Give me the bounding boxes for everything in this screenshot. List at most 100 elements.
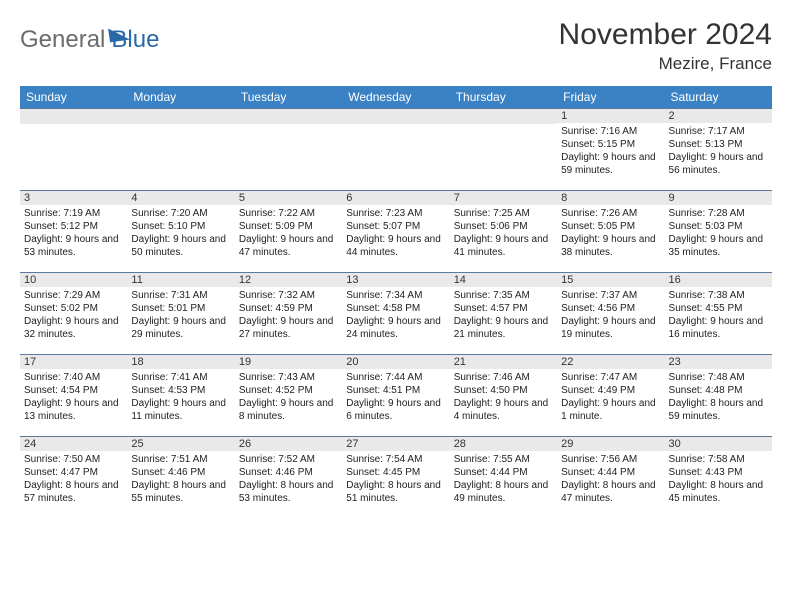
sunset-line: Sunset: 4:59 PM [239,302,338,315]
sunrise-line: Sunrise: 7:17 AM [669,125,768,138]
calendar-cell: 24Sunrise: 7:50 AMSunset: 4:47 PMDayligh… [20,436,127,518]
daylight-line: Daylight: 9 hours and 27 minutes. [239,315,338,341]
sunrise-line: Sunrise: 7:31 AM [131,289,230,302]
daylight-line: Daylight: 9 hours and 16 minutes. [669,315,768,341]
daylight-line: Daylight: 8 hours and 45 minutes. [669,479,768,505]
sunset-line: Sunset: 5:09 PM [239,220,338,233]
day-header: Thursday [450,86,557,108]
calendar-cell: 30Sunrise: 7:58 AMSunset: 4:43 PMDayligh… [665,436,772,518]
day-header: Tuesday [235,86,342,108]
day-number: 30 [665,437,772,451]
day-header: Friday [557,86,664,108]
daylight-line: Daylight: 8 hours and 57 minutes. [24,479,123,505]
cell-body: Sunrise: 7:44 AMSunset: 4:51 PMDaylight:… [342,369,449,427]
day-number: 21 [450,355,557,369]
calendar-cell: 25Sunrise: 7:51 AMSunset: 4:46 PMDayligh… [127,436,234,518]
cell-body: Sunrise: 7:38 AMSunset: 4:55 PMDaylight:… [665,287,772,345]
sunrise-line: Sunrise: 7:48 AM [669,371,768,384]
calendar-cell: 3Sunrise: 7:19 AMSunset: 5:12 PMDaylight… [20,190,127,272]
cell-body: Sunrise: 7:29 AMSunset: 5:02 PMDaylight:… [20,287,127,345]
sunset-line: Sunset: 5:13 PM [669,138,768,151]
sunset-line: Sunset: 4:57 PM [454,302,553,315]
cell-body: Sunrise: 7:55 AMSunset: 4:44 PMDaylight:… [450,451,557,509]
daylight-line: Daylight: 8 hours and 49 minutes. [454,479,553,505]
cell-body: Sunrise: 7:31 AMSunset: 5:01 PMDaylight:… [127,287,234,345]
cell-body: Sunrise: 7:48 AMSunset: 4:48 PMDaylight:… [665,369,772,427]
calendar-cell: 29Sunrise: 7:56 AMSunset: 4:44 PMDayligh… [557,436,664,518]
day-number: 4 [127,191,234,205]
cell-body: Sunrise: 7:32 AMSunset: 4:59 PMDaylight:… [235,287,342,345]
calendar-cell: 20Sunrise: 7:44 AMSunset: 4:51 PMDayligh… [342,354,449,436]
day-number: 29 [557,437,664,451]
day-number: 20 [342,355,449,369]
calendar-cell: 28Sunrise: 7:55 AMSunset: 4:44 PMDayligh… [450,436,557,518]
calendar-cell: 13Sunrise: 7:34 AMSunset: 4:58 PMDayligh… [342,272,449,354]
daylight-line: Daylight: 9 hours and 24 minutes. [346,315,445,341]
week-row: 10Sunrise: 7:29 AMSunset: 5:02 PMDayligh… [20,272,772,354]
sunset-line: Sunset: 4:51 PM [346,384,445,397]
day-number: 15 [557,273,664,287]
sunset-line: Sunset: 5:02 PM [24,302,123,315]
sunset-line: Sunset: 4:49 PM [561,384,660,397]
calendar-cell: 26Sunrise: 7:52 AMSunset: 4:46 PMDayligh… [235,436,342,518]
sunset-line: Sunset: 4:52 PM [239,384,338,397]
calendar-cell: 6Sunrise: 7:23 AMSunset: 5:07 PMDaylight… [342,190,449,272]
day-number: 10 [20,273,127,287]
sunrise-line: Sunrise: 7:35 AM [454,289,553,302]
sunset-line: Sunset: 5:15 PM [561,138,660,151]
title-location: Mezire, France [559,54,772,74]
daylight-line: Daylight: 9 hours and 53 minutes. [24,233,123,259]
calendar-cell: 8Sunrise: 7:26 AMSunset: 5:05 PMDaylight… [557,190,664,272]
sunset-line: Sunset: 5:01 PM [131,302,230,315]
sunrise-line: Sunrise: 7:50 AM [24,453,123,466]
cell-body: Sunrise: 7:50 AMSunset: 4:47 PMDaylight:… [20,451,127,509]
sunrise-line: Sunrise: 7:34 AM [346,289,445,302]
week-row: 3Sunrise: 7:19 AMSunset: 5:12 PMDaylight… [20,190,772,272]
daylight-line: Daylight: 9 hours and 35 minutes. [669,233,768,259]
title-month: November 2024 [559,18,772,52]
week-row: 24Sunrise: 7:50 AMSunset: 4:47 PMDayligh… [20,436,772,518]
calendar-cell: 16Sunrise: 7:38 AMSunset: 4:55 PMDayligh… [665,272,772,354]
daylight-line: Daylight: 9 hours and 8 minutes. [239,397,338,423]
sunset-line: Sunset: 5:06 PM [454,220,553,233]
sunset-line: Sunset: 4:48 PM [669,384,768,397]
calendar-cell: 1Sunrise: 7:16 AMSunset: 5:15 PMDaylight… [557,108,664,190]
sunset-line: Sunset: 4:56 PM [561,302,660,315]
sunrise-line: Sunrise: 7:25 AM [454,207,553,220]
cell-body: Sunrise: 7:54 AMSunset: 4:45 PMDaylight:… [342,451,449,509]
cell-body: Sunrise: 7:34 AMSunset: 4:58 PMDaylight:… [342,287,449,345]
weeks-container: 1Sunrise: 7:16 AMSunset: 5:15 PMDaylight… [20,108,772,518]
daylight-line: Daylight: 9 hours and 4 minutes. [454,397,553,423]
calendar-cell: 14Sunrise: 7:35 AMSunset: 4:57 PMDayligh… [450,272,557,354]
cell-body: Sunrise: 7:22 AMSunset: 5:09 PMDaylight:… [235,205,342,263]
sunrise-line: Sunrise: 7:32 AM [239,289,338,302]
day-number: 2 [665,109,772,123]
daylight-line: Daylight: 9 hours and 44 minutes. [346,233,445,259]
daylight-line: Daylight: 9 hours and 32 minutes. [24,315,123,341]
cell-body: Sunrise: 7:17 AMSunset: 5:13 PMDaylight:… [665,123,772,181]
sunrise-line: Sunrise: 7:26 AM [561,207,660,220]
cell-body: Sunrise: 7:19 AMSunset: 5:12 PMDaylight:… [20,205,127,263]
calendar-cell: 10Sunrise: 7:29 AMSunset: 5:02 PMDayligh… [20,272,127,354]
day-number: 25 [127,437,234,451]
day-number: 11 [127,273,234,287]
daylight-line: Daylight: 9 hours and 1 minute. [561,397,660,423]
calendar-cell [235,108,342,190]
sunset-line: Sunset: 5:12 PM [24,220,123,233]
sunrise-line: Sunrise: 7:40 AM [24,371,123,384]
sunrise-line: Sunrise: 7:28 AM [669,207,768,220]
daylight-line: Daylight: 8 hours and 59 minutes. [669,397,768,423]
sunrise-line: Sunrise: 7:54 AM [346,453,445,466]
daylight-line: Daylight: 9 hours and 19 minutes. [561,315,660,341]
calendar-cell: 19Sunrise: 7:43 AMSunset: 4:52 PMDayligh… [235,354,342,436]
sunrise-line: Sunrise: 7:56 AM [561,453,660,466]
sunrise-line: Sunrise: 7:23 AM [346,207,445,220]
day-header: Wednesday [342,86,449,108]
day-number: 5 [235,191,342,205]
day-header: Monday [127,86,234,108]
calendar-cell: 27Sunrise: 7:54 AMSunset: 4:45 PMDayligh… [342,436,449,518]
cell-body: Sunrise: 7:20 AMSunset: 5:10 PMDaylight:… [127,205,234,263]
sunrise-line: Sunrise: 7:55 AM [454,453,553,466]
day-number [342,109,449,124]
calendar-cell [20,108,127,190]
